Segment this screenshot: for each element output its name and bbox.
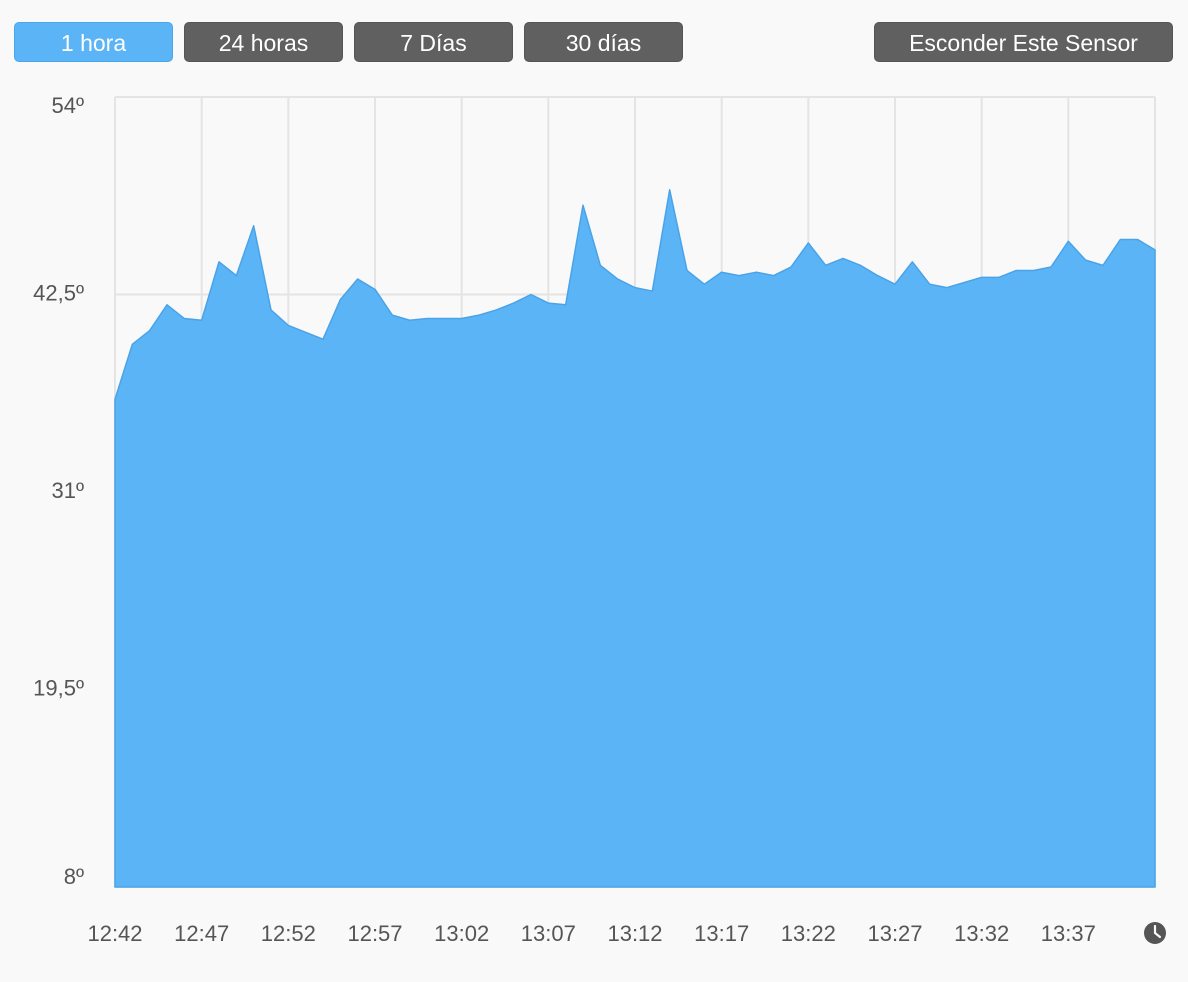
- hide-sensor-button[interactable]: Esconder Este Sensor: [874, 22, 1173, 62]
- x-tick-label: 12:52: [261, 921, 316, 946]
- x-tick-label: 13:12: [607, 921, 662, 946]
- x-tick-label: 13:07: [521, 921, 576, 946]
- x-tick-label: 12:57: [347, 921, 402, 946]
- x-tick-label: 12:42: [87, 921, 142, 946]
- y-tick-label: 42,5º: [33, 280, 84, 305]
- range-button[interactable]: 1 hora: [14, 22, 173, 62]
- range-button[interactable]: 7 Días: [354, 22, 513, 62]
- range-button[interactable]: 24 horas: [184, 22, 343, 62]
- x-tick-label: 13:27: [867, 921, 922, 946]
- area: [114, 188, 1156, 888]
- x-tick-label: 13:22: [781, 921, 836, 946]
- y-tick-label: 54º: [51, 93, 84, 118]
- y-tick-label: 31º: [51, 478, 84, 503]
- x-tick-label: 13:37: [1041, 921, 1096, 946]
- x-tick-label: 13:17: [694, 921, 749, 946]
- y-tick-label: 19,5º: [33, 675, 84, 700]
- x-tick-label: 12:47: [174, 921, 229, 946]
- range-button[interactable]: 30 días: [524, 22, 683, 62]
- x-tick-label: 13:32: [954, 921, 1009, 946]
- y-tick-label: 8º: [64, 864, 84, 889]
- clock-icon: [1144, 922, 1166, 944]
- x-tick-label: 13:02: [434, 921, 489, 946]
